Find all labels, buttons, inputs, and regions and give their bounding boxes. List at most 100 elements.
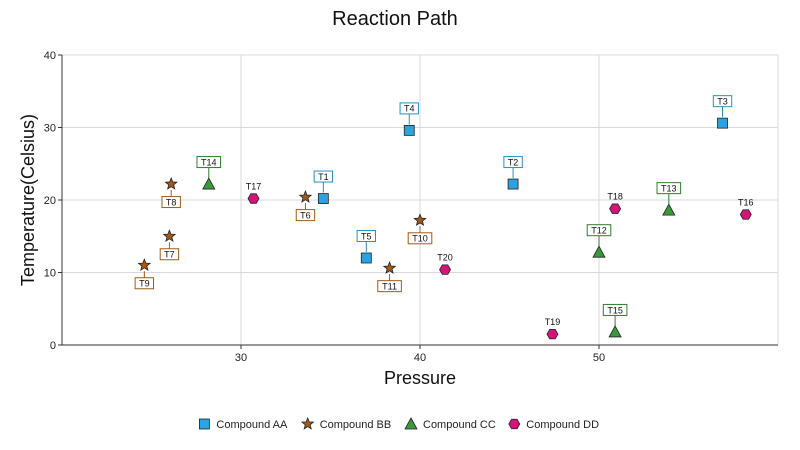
point-label: T13 [661,183,677,193]
point-marker-star [298,190,313,203]
point-label-box [159,248,180,261]
point-marker-star [137,258,152,271]
y-axis-title: Temperature(Celsius) [18,114,38,286]
point-marker-triangle [592,245,606,258]
legend-label: Compound AA [216,419,288,431]
legend-marker-star [300,416,315,430]
point-marker-square [403,125,415,136]
point-label: T5 [361,231,372,241]
tick-labels: 0 10 20 30 40 30 40 50 [44,50,605,364]
point-label: T2 [508,157,519,167]
point-label-box [712,95,733,108]
point-label-box [407,232,433,245]
point-label: T14 [201,157,217,167]
point-label: T9 [139,279,150,289]
data-point: T1 [313,170,334,204]
data-point: T12 [586,224,612,258]
point-label-box [377,280,402,293]
x-axis-title: Pressure [384,368,456,388]
series-compound-bb: T6 T7 T8 T9 T10 T11 [134,176,433,293]
data-point: T6 [295,190,316,222]
point-marker-square [507,178,519,190]
data-point: T2 [503,156,523,190]
x-tick-label: 30 [235,352,247,364]
data-point: T7 [159,229,180,261]
data-point: T20 [437,253,453,275]
point-marker-triangle [202,177,216,190]
point-marker-square [360,252,372,264]
data-point: T14 [196,156,222,190]
point-label: T1 [318,172,329,182]
y-tick-label: 10 [44,268,56,280]
point-label: T15 [607,305,623,315]
point-label: T16 [738,198,754,208]
point-label-box [602,303,628,316]
legend-item[interactable]: Compound DD [508,418,599,431]
data-point: T3 [712,95,733,129]
chart-title: Reaction Path [332,8,458,30]
data-points: T1T2T3T4T5T6T7T8T9T10T11T12T13T14T15T16T… [134,95,754,340]
point-label: T19 [545,317,561,327]
point-label-box [295,209,316,222]
point-marker-triangle [608,325,622,338]
point-label: T18 [607,192,623,202]
legend-item[interactable]: Compound AA [198,418,288,431]
data-point: T15 [602,303,628,338]
series-compound-aa: T1 T2 T3 T4 T5 [313,95,733,264]
point-marker-hexagon [439,264,452,275]
point-label: T12 [591,226,607,236]
point-label: T20 [437,253,453,263]
point-label-box [399,102,419,115]
point-label: T10 [412,234,428,244]
point-marker-star [382,261,397,274]
point-label-box [134,277,155,290]
x-tick-label: 50 [593,352,605,364]
y-tick-label: 30 [44,123,56,135]
data-point: T17 [246,182,262,204]
point-label-box [196,156,222,169]
data-point: T4 [399,102,419,136]
point-label: T17 [246,182,262,192]
point-label: T3 [717,96,728,106]
y-tick-label: 0 [50,340,56,352]
point-label-box [586,224,612,237]
legend-label: Compound CC [423,419,496,431]
legend: Compound AA Compound BB Compound CC Compoun… [198,416,599,431]
point-label-box [161,196,181,209]
axes [58,54,778,349]
point-label-box [503,156,523,169]
data-point: T13 [656,182,682,216]
data-point: T19 [545,317,561,340]
data-point: T11 [377,261,402,293]
x-tick-label: 40 [414,352,426,364]
legend-item[interactable]: Compound CC [404,417,496,431]
point-marker-star [413,213,427,227]
point-label: T7 [164,250,175,260]
data-point: T9 [134,258,155,290]
legend-label: Compound BB [320,419,392,431]
data-point: T18 [607,192,623,214]
point-marker-square [317,193,329,204]
legend-marker-hexagon [508,418,521,430]
point-marker-star [164,176,178,190]
series-compound-dd: T16 T17 T18 T19 T20 [246,182,754,340]
point-label: T4 [404,104,415,114]
legend-label: Compound DD [526,419,599,431]
data-point: T5 [356,230,377,264]
point-label: T8 [166,197,177,207]
point-label-box [656,182,682,195]
point-label: T11 [382,281,397,291]
y-tick-label: 40 [44,50,56,62]
point-marker-hexagon [546,328,559,340]
point-marker-hexagon [247,193,260,204]
point-marker-hexagon [609,203,622,214]
point-marker-hexagon [739,209,752,220]
series-compound-cc: T12 T13 T14 T15 [196,156,682,338]
legend-item[interactable]: Compound BB [300,416,392,431]
point-marker-square [717,117,728,129]
legend-marker-square [198,418,210,430]
point-marker-triangle [662,203,676,216]
legend-marker-triangle [404,417,418,430]
grid [62,54,779,345]
